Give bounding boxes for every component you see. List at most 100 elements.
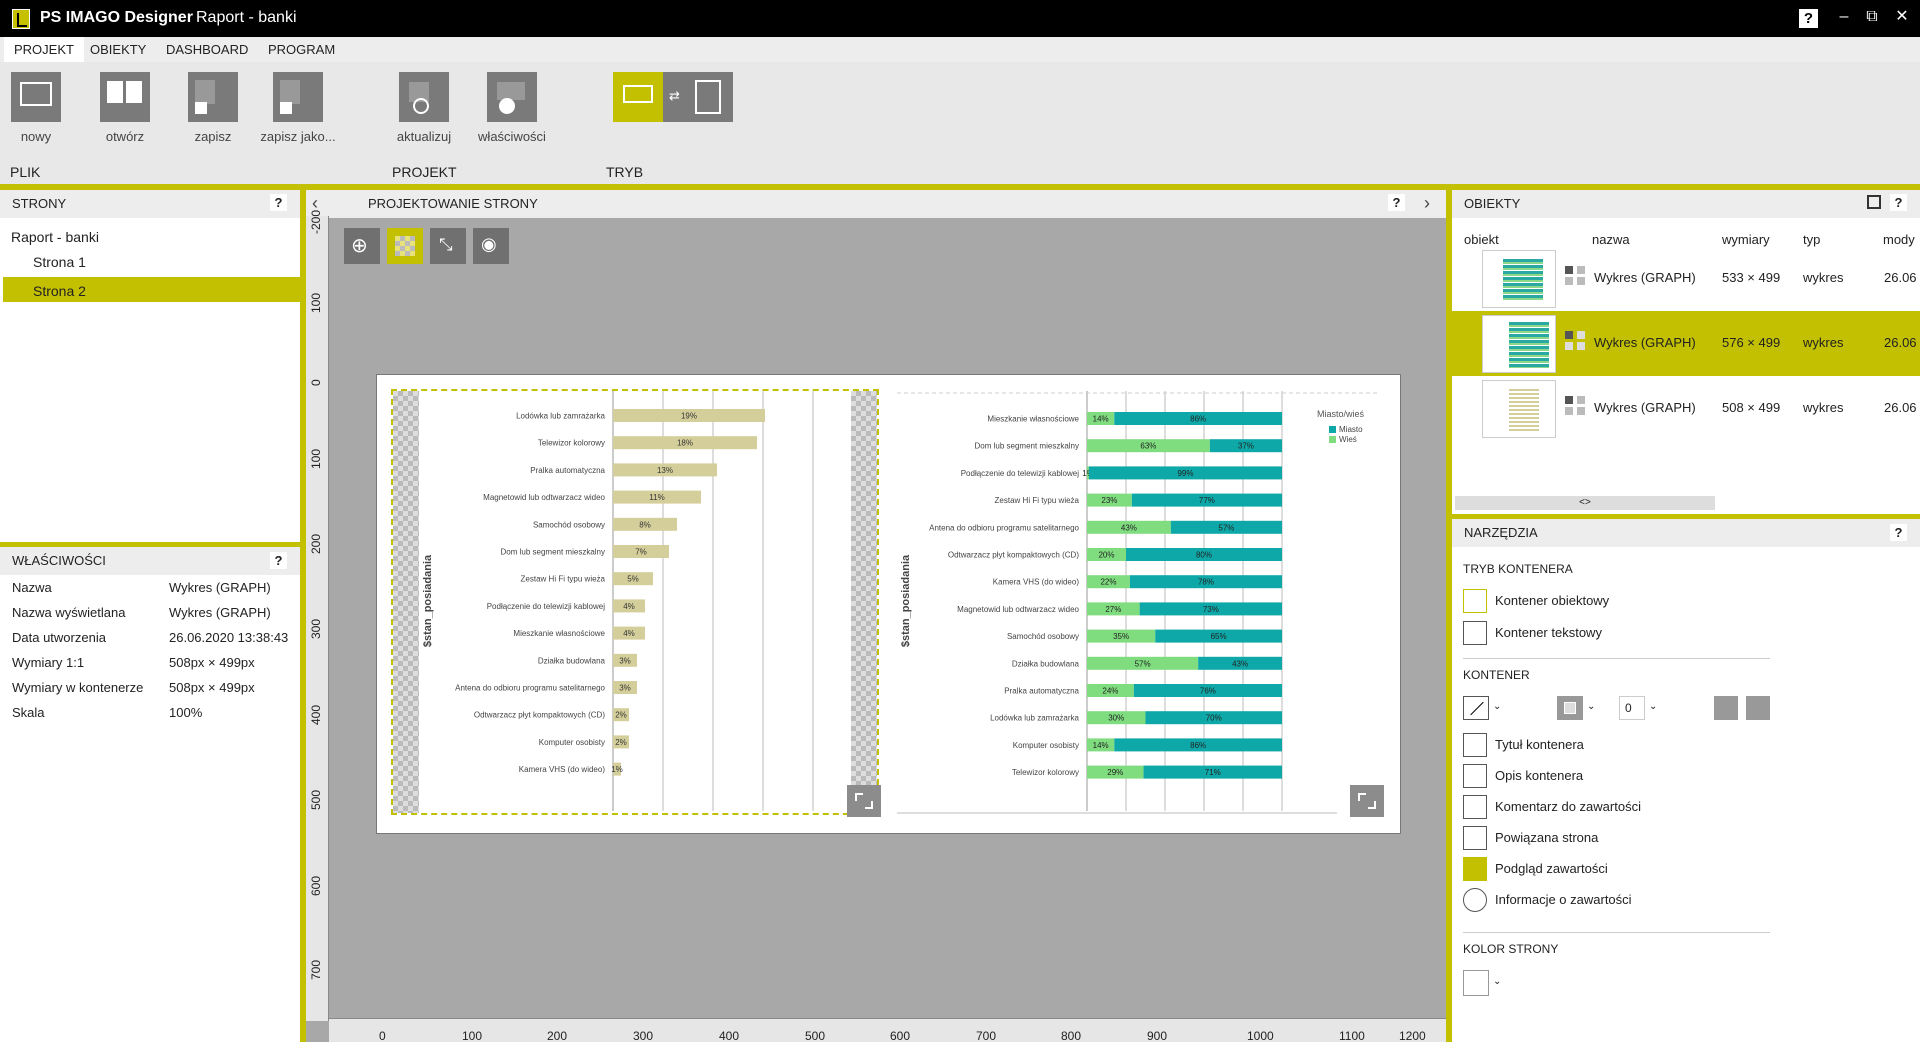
ruler-h-label: 700: [976, 1029, 997, 1042]
data-label: 99%: [1177, 469, 1193, 478]
collapse-right-button[interactable]: ›: [1424, 193, 1430, 213]
fit-button[interactable]: ⤡: [430, 228, 466, 264]
group-label-plik: PLIK: [10, 164, 41, 180]
pages-help-button[interactable]: ?: [270, 194, 287, 211]
data-label: 1%: [1082, 469, 1094, 478]
col-dimensions[interactable]: wymiary: [1722, 232, 1770, 247]
stacked-bar-segment: [1087, 602, 1140, 616]
data-label: 5%: [627, 575, 639, 584]
tab-program[interactable]: PROGRAM: [268, 42, 336, 57]
border-width-input[interactable]: 0: [1619, 696, 1645, 720]
zoom-icon: ⊕: [351, 235, 368, 257]
tab-obiekty[interactable]: OBIEKTY: [90, 42, 147, 57]
object-thumbnail: [1482, 315, 1556, 373]
category-label: Komputer osobisty: [539, 738, 605, 747]
tab-dashboard[interactable]: DASHBOARD: [166, 42, 249, 57]
category-label: Telewizor kolorowy: [1012, 768, 1079, 777]
design-help-button[interactable]: ?: [1388, 194, 1405, 211]
properties-button-label: właściwości: [478, 129, 546, 144]
tools-help-button[interactable]: ?: [1890, 524, 1907, 541]
minimize-button[interactable]: –: [1839, 8, 1849, 25]
data-label: 3%: [619, 684, 631, 693]
stacked-bar-segment: [1209, 439, 1282, 453]
new-button[interactable]: nowy: [0, 72, 76, 144]
undock-icon[interactable]: [1867, 195, 1881, 209]
border-color-icon[interactable]: [1557, 696, 1583, 720]
zoom-button[interactable]: ⊕: [344, 228, 380, 264]
bar: [613, 599, 645, 613]
stacked-bar-segment: [1143, 765, 1282, 779]
stacked-bar-segment: [1087, 656, 1199, 670]
selected-container-border[interactable]: [391, 389, 879, 815]
category-label: Lodówka lub zamrażarka: [516, 412, 605, 421]
properties-help-button[interactable]: ?: [270, 552, 287, 569]
document-mode-button[interactable]: ⇄: [663, 72, 733, 122]
ruler-h-label: 200: [547, 1029, 568, 1042]
tab-projekt[interactable]: PROJEKT: [4, 37, 84, 62]
right-splitter[interactable]: [1446, 190, 1452, 1042]
save-button[interactable]: zapisz: [173, 72, 253, 144]
col-object[interactable]: obiekt: [1464, 232, 1499, 247]
data-label: 23%: [1101, 496, 1117, 505]
distribute-vertical-icon[interactable]: [1714, 696, 1738, 720]
border-style-icon[interactable]: [1463, 696, 1489, 720]
object-row-selected[interactable]: Wykres (GRAPH) 576 × 499 wykres 26.06: [1452, 311, 1920, 376]
refresh-button[interactable]: aktualizuj: [384, 72, 464, 144]
page-item-2[interactable]: Strona 2: [33, 283, 86, 299]
chevron-down-icon[interactable]: ⌄: [1649, 701, 1658, 712]
divider: [1463, 658, 1770, 659]
grid-toggle-button[interactable]: [387, 228, 423, 264]
col-modified[interactable]: mody: [1883, 232, 1915, 247]
col-type[interactable]: typ: [1803, 232, 1821, 247]
data-label: 57%: [1218, 523, 1234, 532]
col-name[interactable]: nazwa: [1592, 232, 1630, 247]
category-label: Antena do odbioru programu satelitarnego: [455, 684, 605, 693]
chart-ownership-by-location[interactable]: $stan_posiadania Mieszkanie własnościowe 1…: [897, 391, 1387, 815]
objects-help-button[interactable]: ?: [1890, 194, 1907, 211]
data-label: 24%: [1102, 687, 1118, 696]
object-row[interactable]: Wykres (GRAPH) 533 × 499 wykres 26.06: [1452, 246, 1920, 311]
stacked-bar-segment: [1170, 520, 1282, 534]
ruler-h-label: 400: [719, 1029, 740, 1042]
page-color-swatch[interactable]: [1463, 970, 1489, 996]
save-as-button[interactable]: zapisz jako...: [258, 72, 338, 144]
preview-button[interactable]: ◉: [473, 228, 509, 264]
document-title: Raport - banki: [196, 9, 297, 26]
menu-tabs: PROJEKT OBIEKTY DASHBOARD PROGRAM: [0, 37, 1920, 62]
data-label: 22%: [1100, 578, 1116, 587]
horizontal-scrollbar[interactable]: <>: [1455, 496, 1715, 510]
restore-button[interactable]: ⧉: [1866, 8, 1878, 25]
bar: [613, 762, 621, 776]
left-panel-splitter[interactable]: [0, 542, 300, 547]
chevron-down-icon[interactable]: ⌄: [1493, 976, 1502, 987]
properties-button[interactable]: właściwości: [472, 72, 552, 144]
chart-ownership-total[interactable]: $stan_posiadania Lodówka lub zamrażarka 19…: [417, 391, 853, 815]
page-item-1[interactable]: Strona 1: [33, 254, 86, 270]
right-panel-splitter[interactable]: [1452, 514, 1920, 519]
help-button[interactable]: ?: [1799, 9, 1818, 28]
stacked-bar-segment: [1087, 439, 1210, 453]
left-splitter[interactable]: [300, 190, 306, 1042]
data-label: 14%: [1093, 415, 1109, 424]
distribute-horizontal-icon[interactable]: [1746, 696, 1770, 720]
tree-root[interactable]: Raport - banki: [11, 229, 99, 245]
open-button[interactable]: otwórz: [85, 72, 165, 144]
data-label: 4%: [623, 629, 635, 638]
ruler-h-label: 1200: [1399, 1029, 1426, 1042]
object-layout-icon: [1565, 396, 1587, 416]
container-mode-title: TRYB KONTENERA: [1463, 562, 1573, 576]
close-button[interactable]: ✕: [1895, 8, 1909, 25]
design-mode-button[interactable]: [613, 72, 663, 122]
collapse-left-button[interactable]: ‹: [312, 193, 318, 213]
category-label: Zestaw Hi Fi typu wieża: [995, 496, 1080, 505]
category-label: Antena do odbioru programu satelitarnego: [929, 523, 1079, 532]
ribbon: nowy otwórz zapisz zapisz jako... aktual…: [0, 62, 1920, 184]
expand-icon[interactable]: [1350, 785, 1384, 817]
data-label: 13%: [657, 466, 673, 475]
object-row[interactable]: Wykres (GRAPH) 508 × 499 wykres 26.06: [1452, 376, 1920, 441]
expand-icon[interactable]: [847, 785, 881, 817]
chevron-down-icon[interactable]: ⌄: [1587, 701, 1596, 712]
chevron-down-icon[interactable]: ⌄: [1493, 701, 1502, 712]
open-button-label: otwórz: [105, 129, 145, 144]
ruler-h-label: 0: [379, 1029, 386, 1042]
